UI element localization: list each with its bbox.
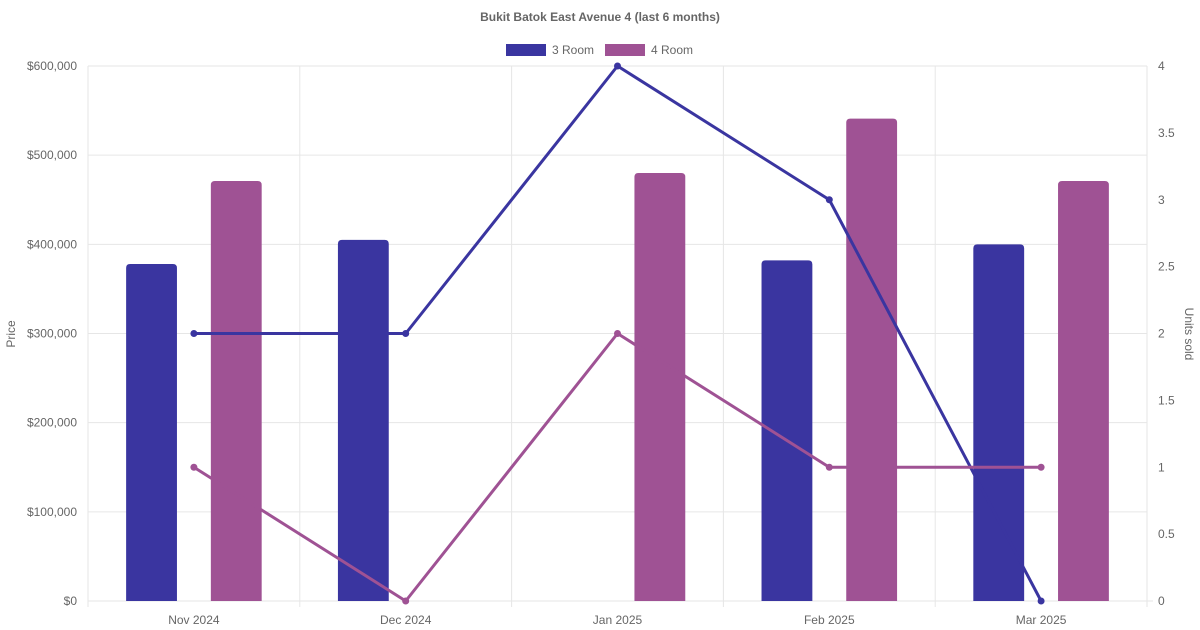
x-tick-label: Nov 2024 <box>168 613 220 627</box>
y-left-tick-label: $0 <box>64 594 78 608</box>
bar-4-room-feb-2025[interactable] <box>846 118 898 601</box>
y-left-tick-label: $300,000 <box>27 327 77 341</box>
y-left-tick-label: $100,000 <box>27 505 77 519</box>
bar-3-room-dec-2024[interactable] <box>337 239 389 601</box>
legend-label-4-room: 4 Room <box>651 43 693 57</box>
y-left-tick-label: $600,000 <box>27 59 77 73</box>
bar-3-room-nov-2024[interactable] <box>126 263 177 601</box>
x-tick-label: Dec 2024 <box>380 613 432 627</box>
legend-swatch-4-room <box>605 44 645 56</box>
bar-4-room-mar-2025[interactable] <box>1058 181 1109 601</box>
line-4-room-units-sold <box>193 332 1042 603</box>
y-right-tick-label: 4 <box>1158 59 1165 73</box>
y-right-axis-title: Units sold <box>1182 308 1196 361</box>
legend: 3 Room 4 Room <box>506 43 693 57</box>
x-tick-label: Jan 2025 <box>593 613 643 627</box>
x-tick-label: Feb 2025 <box>804 613 855 627</box>
y-right-tick-label: 2 <box>1158 327 1165 341</box>
y-left-axis: $0 $100,000 $200,000 $300,000 $400,000 $500,0… <box>27 59 77 608</box>
y-right-tick-label: 1 <box>1158 460 1165 474</box>
bar-4-room-jan-2025[interactable] <box>634 173 686 601</box>
y-left-tick-label: $200,000 <box>27 416 77 430</box>
x-axis: Nov 2024 Dec 2024 Jan 2025 Feb 2025 Mar 2025 <box>168 613 1067 627</box>
y-right-tick-label: 2.5 <box>1158 260 1175 274</box>
y-left-tick-label: $400,000 <box>27 237 77 251</box>
point-4-room-mar-2025[interactable] <box>1037 463 1045 471</box>
point-4-room-nov-2024[interactable] <box>190 463 198 471</box>
bar-3-room-mar-2025[interactable] <box>973 244 1025 602</box>
point-3-room-jan-2025[interactable] <box>614 62 621 70</box>
bar-3-room-feb-2025[interactable] <box>761 260 813 601</box>
point-3-room-dec-2024[interactable] <box>402 330 410 337</box>
y-right-tick-label: 0 <box>1158 594 1165 608</box>
y-right-axis: 0 0.5 1 1.5 2 2.5 3 3.5 4 <box>1158 59 1175 608</box>
lines <box>190 62 1045 605</box>
point-3-room-feb-2025[interactable] <box>825 196 833 204</box>
point-4-room-jan-2025[interactable] <box>614 330 621 337</box>
y-right-tick-label: 3.5 <box>1158 126 1175 140</box>
point-3-room-nov-2024[interactable] <box>190 330 198 337</box>
chart-title: Bukit Batok East Avenue 4 (last 6 months… <box>480 10 720 24</box>
bar-4-room-nov-2024[interactable] <box>210 181 262 601</box>
x-tick-label: Mar 2025 <box>1016 613 1067 627</box>
legend-swatch-3-room <box>506 44 546 56</box>
point-3-room-mar-2025[interactable] <box>1037 597 1045 605</box>
y-left-axis-title: Price <box>4 320 18 348</box>
y-right-tick-label: 0.5 <box>1158 527 1175 541</box>
y-left-tick-label: $500,000 <box>27 148 77 162</box>
y-right-tick-label: 3 <box>1158 193 1165 207</box>
legend-item-4-room[interactable]: 4 Room <box>605 43 693 57</box>
y-right-tick-label: 1.5 <box>1158 393 1175 407</box>
point-4-room-feb-2025[interactable] <box>825 463 833 471</box>
point-4-room-dec-2024[interactable] <box>402 597 410 605</box>
legend-label-3-room: 3 Room <box>552 43 594 57</box>
bars <box>126 118 1109 602</box>
legend-item-3-room[interactable]: 3 Room <box>506 43 594 57</box>
